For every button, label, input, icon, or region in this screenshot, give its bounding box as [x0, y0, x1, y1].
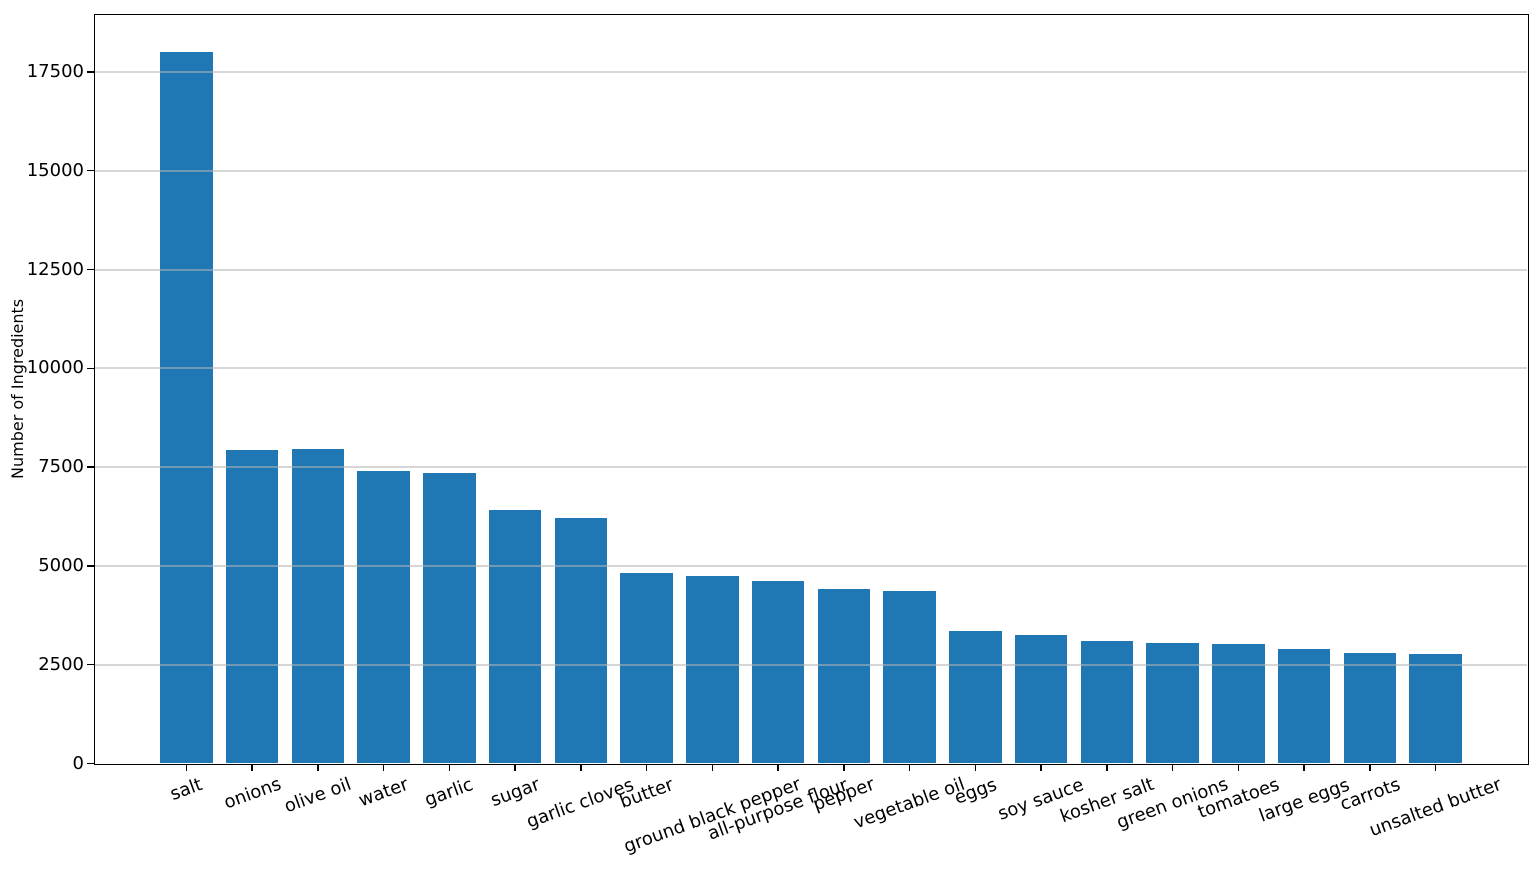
ytick-label-7500: 7500 — [38, 456, 84, 478]
bar-large-eggs — [1277, 648, 1331, 764]
xtick-mark-all-purpose-flour — [777, 765, 779, 771]
y-axis-label: Number of Ingredients — [8, 299, 27, 480]
xtick-label-olive-oil: olive oil — [281, 773, 355, 818]
xtick-mark-salt — [185, 765, 188, 771]
bar-kosher-salt — [1080, 640, 1134, 764]
bar-butter — [620, 573, 673, 764]
bar-all-purpose-flour — [751, 580, 805, 764]
xtick-mark-soy-sauce — [1040, 765, 1042, 771]
gridline-y-10000 — [95, 367, 1527, 370]
xtick-mark-garlic-cloves — [580, 765, 582, 771]
gridline-y-17500 — [95, 70, 1527, 73]
xtick-mark-butter — [645, 765, 648, 771]
bar-water — [357, 471, 410, 764]
xtick-label-sugar: sugar — [487, 774, 543, 812]
ytick-label-0: 0 — [72, 752, 84, 774]
ytick-label-2500: 2500 — [38, 653, 84, 675]
xtick-label-garlic: garlic — [422, 774, 477, 811]
xtick-mark-unsalted-butter — [1434, 765, 1437, 771]
ytick-mark-12500 — [86, 268, 94, 271]
xtick-mark-carrots — [1369, 765, 1371, 771]
xtick-mark-garlic — [448, 765, 451, 771]
xtick-mark-vegetable-oil — [908, 765, 911, 771]
bar-garlic — [423, 473, 476, 764]
xtick-mark-tomatoes — [1237, 765, 1240, 771]
xtick-mark-sugar — [514, 765, 516, 771]
ytick-mark-2500 — [86, 663, 94, 666]
xtick-mark-green-onions — [1171, 765, 1174, 771]
ytick-label-5000: 5000 — [38, 554, 84, 576]
bar-soy-sauce — [1014, 634, 1068, 764]
xtick-mark-water — [382, 765, 385, 771]
bar-vegetable-oil — [883, 591, 936, 764]
ytick-mark-5000 — [86, 565, 94, 567]
gridline-y-7500 — [95, 466, 1527, 469]
xtick-label-water: water — [356, 773, 412, 812]
bar-pepper — [817, 588, 871, 764]
xtick-mark-pepper — [843, 765, 845, 771]
bar-green-onions — [1146, 643, 1199, 764]
ytick-mark-15000 — [86, 169, 94, 172]
bar-olive-oil — [291, 448, 345, 764]
ytick-mark-10000 — [86, 367, 94, 370]
xtick-label-salt: salt — [167, 773, 206, 805]
xtick-mark-eggs — [974, 765, 977, 771]
bar-ground-black-pepper — [686, 575, 739, 764]
ytick-label-10000: 10000 — [26, 357, 84, 379]
gridline-y-2500 — [95, 663, 1527, 666]
xtick-mark-onions — [251, 765, 253, 771]
ytick-mark-0 — [86, 762, 94, 765]
ytick-label-15000: 15000 — [26, 159, 84, 181]
xtick-mark-olive-oil — [317, 765, 319, 771]
bar-eggs — [949, 631, 1002, 764]
xtick-label-onions: onions — [220, 773, 284, 814]
ytick-label-17500: 17500 — [26, 60, 84, 82]
gridline-y-15000 — [95, 169, 1527, 172]
xtick-mark-large-eggs — [1303, 765, 1305, 771]
gridline-y-5000 — [95, 564, 1527, 567]
ytick-label-12500: 12500 — [26, 258, 84, 280]
gridline-y-12500 — [95, 268, 1527, 271]
ytick-mark-17500 — [86, 71, 94, 73]
bar-sugar — [488, 510, 542, 764]
bar-unsalted-butter — [1409, 653, 1462, 764]
ytick-mark-7500 — [86, 466, 94, 468]
bar-onions — [225, 449, 279, 764]
xtick-mark-kosher-salt — [1106, 765, 1108, 771]
xtick-mark-ground-black-pepper — [711, 765, 714, 771]
bar-carrots — [1343, 652, 1397, 764]
bar-garlic-cloves — [554, 518, 608, 764]
